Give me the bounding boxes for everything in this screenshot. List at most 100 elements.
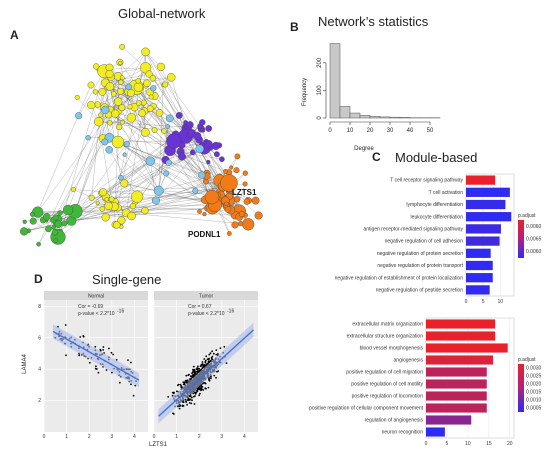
network-node bbox=[57, 210, 63, 216]
enrich-bottom-category-label: positive regulation of cell migration bbox=[346, 370, 423, 376]
scatter-point bbox=[172, 412, 174, 415]
network-node bbox=[51, 225, 56, 230]
network-node bbox=[234, 153, 241, 160]
enrich-top-category-label: lymphocyte differentiation bbox=[406, 202, 463, 208]
enrich-bottom-legend-tick: 0.0005 bbox=[526, 406, 542, 412]
scatter-y-tick-label: 6 bbox=[38, 335, 41, 341]
network-node bbox=[118, 79, 124, 85]
enrich-bottom-bar bbox=[426, 331, 496, 341]
scatter-facet-strip bbox=[154, 291, 258, 300]
network-edge bbox=[128, 86, 151, 162]
enrichment-chart-bottom: extracellular matrix organization extrace… bbox=[309, 317, 542, 447]
network-node bbox=[238, 221, 244, 227]
enrich-bottom-x-tick-label: 5 bbox=[446, 441, 449, 447]
enrich-top-legend-tick: 0.0065 bbox=[526, 237, 542, 243]
scatter-point bbox=[212, 352, 215, 355]
scatter-point bbox=[176, 390, 178, 393]
network-node bbox=[242, 181, 248, 187]
network-node bbox=[52, 214, 59, 221]
network-edge bbox=[71, 200, 229, 221]
scatter-point bbox=[189, 398, 192, 401]
scatter-point bbox=[190, 396, 193, 399]
histogram-bar bbox=[389, 116, 401, 119]
network-node bbox=[198, 171, 206, 179]
network-edge bbox=[124, 154, 159, 191]
network-node bbox=[238, 210, 246, 218]
scatter-point bbox=[186, 399, 189, 401]
scatter-point bbox=[196, 388, 199, 391]
network-node bbox=[204, 189, 220, 205]
network-node bbox=[104, 201, 113, 211]
network-node bbox=[129, 203, 137, 210]
scatter-point bbox=[97, 371, 100, 374]
network-edge bbox=[109, 149, 138, 197]
network-node bbox=[22, 219, 27, 224]
network-node bbox=[74, 94, 80, 100]
histogram-bar bbox=[399, 117, 411, 119]
scatter-point bbox=[178, 407, 181, 410]
enrich-bottom-bar bbox=[426, 379, 487, 389]
enrich-bottom-legend-title: p.adjust bbox=[518, 357, 536, 363]
enrich-top-bar bbox=[466, 260, 493, 271]
scatter-point bbox=[184, 381, 186, 384]
enrich-top-category-label: negative regulation of protein transport bbox=[377, 263, 463, 269]
scatter-point bbox=[201, 363, 204, 366]
scatter-point bbox=[192, 373, 195, 376]
scatter-point bbox=[196, 368, 199, 370]
enrich-top-bar bbox=[466, 199, 506, 210]
scatter-point bbox=[181, 404, 184, 407]
network-node bbox=[92, 89, 99, 95]
scatter-point bbox=[195, 391, 198, 394]
network-node bbox=[87, 81, 95, 89]
network-edge bbox=[117, 141, 202, 176]
network-node bbox=[186, 121, 194, 129]
network-node bbox=[224, 201, 229, 207]
degree-histogram: 0 100 200 0 10 20 30 40 50 Frequency Degree bbox=[302, 43, 441, 152]
network-node bbox=[117, 87, 125, 95]
enrich-bottom-category-label: blood vessel morphogenesis bbox=[360, 346, 424, 352]
scatter-point bbox=[215, 353, 218, 356]
network-node bbox=[45, 225, 52, 233]
network-node bbox=[113, 221, 121, 229]
scatter-point bbox=[167, 396, 170, 398]
network-node bbox=[99, 206, 106, 212]
scatter-point bbox=[178, 405, 181, 408]
enrich-top-bar bbox=[466, 212, 512, 222]
network-node bbox=[151, 127, 158, 133]
network-node bbox=[189, 149, 196, 156]
scatter-fit-line bbox=[52, 330, 140, 381]
scatter-xlabel: LZTS1 bbox=[149, 442, 168, 448]
enrich-top-bar bbox=[466, 224, 501, 234]
network-node bbox=[153, 185, 164, 196]
scatter-point bbox=[132, 394, 135, 397]
network-node bbox=[205, 125, 212, 132]
scatter-point bbox=[180, 385, 183, 387]
scatter-point bbox=[199, 392, 201, 395]
scatter-x-tick-label: 4 bbox=[133, 434, 136, 440]
network-node bbox=[140, 128, 150, 137]
network-node bbox=[54, 220, 63, 228]
enrich-bottom-category-label: extracellular matrix organization bbox=[352, 322, 423, 328]
network-node bbox=[118, 60, 123, 66]
enrich-bottom-bar bbox=[426, 355, 494, 365]
network-node bbox=[105, 82, 115, 91]
scatter-point bbox=[209, 352, 212, 354]
network-node bbox=[116, 123, 123, 131]
scatter-point bbox=[211, 358, 214, 361]
scatter-point bbox=[111, 371, 113, 374]
enrich-top-category-label: T cell receptor signaling pathway bbox=[390, 178, 463, 184]
scatter-x-tick-label: 2 bbox=[198, 434, 201, 440]
scatter-point bbox=[108, 347, 110, 350]
scatter-cor-annotation: Cor = 0.67 bbox=[188, 304, 212, 310]
network-edge bbox=[150, 161, 157, 201]
enrich-top-bar bbox=[466, 285, 490, 295]
network-node bbox=[120, 179, 129, 188]
scatter-point bbox=[186, 403, 189, 406]
network-node bbox=[105, 146, 113, 154]
network-node bbox=[125, 83, 132, 91]
scatter-point bbox=[200, 364, 203, 367]
network-node bbox=[98, 88, 107, 96]
scatter-point bbox=[204, 361, 207, 363]
enrich-top-bar bbox=[466, 248, 491, 258]
histogram-x-tick-label: 20 bbox=[367, 128, 374, 134]
